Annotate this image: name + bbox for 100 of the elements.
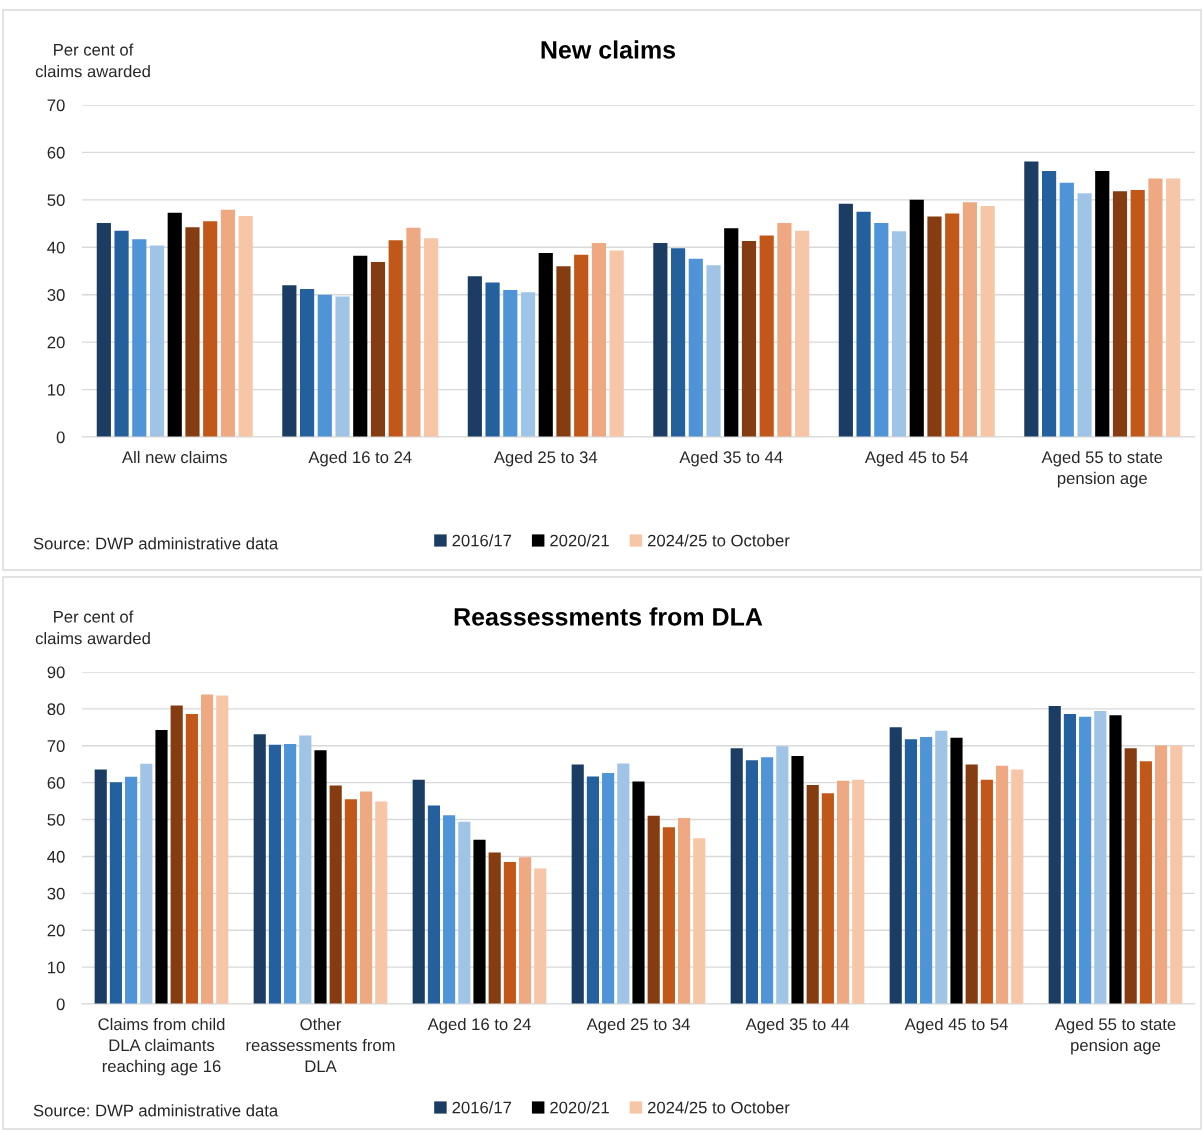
bar: [467, 276, 482, 437]
bar: [167, 212, 182, 437]
bar: [653, 243, 668, 437]
bar: [602, 773, 615, 1004]
x-tick-label: Aged 55 to state pension age: [1054, 1017, 1176, 1055]
bar: [317, 294, 332, 437]
bar: [424, 238, 439, 437]
bar: [706, 265, 721, 437]
y-tick-label: 70: [47, 99, 65, 112]
x-tick-label: Aged 16 to 24: [308, 450, 412, 467]
bar: [741, 241, 757, 437]
bar: [920, 736, 933, 1004]
y-tick-label: 10: [48, 961, 65, 974]
bar: [185, 714, 198, 1004]
bar: [647, 815, 660, 1004]
bar: [155, 729, 168, 1004]
legend-label: 2020/21: [550, 534, 609, 547]
bar: [1166, 178, 1181, 437]
bar: [1130, 189, 1145, 437]
bar: [688, 258, 703, 437]
bar: [253, 734, 266, 1004]
bar: [1112, 191, 1128, 437]
bar: [503, 861, 516, 1004]
y-tick-label: 50: [47, 194, 65, 207]
y-tick-label: 0: [56, 431, 65, 444]
bar: [299, 289, 315, 437]
bar: [996, 765, 1009, 1004]
bar: [375, 801, 388, 1004]
bar: [140, 763, 153, 1004]
bar: [220, 209, 236, 437]
bar: [806, 784, 819, 1004]
bar: [874, 223, 889, 437]
bar: [406, 227, 421, 437]
bar: [693, 838, 706, 1004]
bar: [1011, 769, 1024, 1004]
bar: [776, 746, 789, 1004]
bar: [945, 213, 960, 437]
bar: [759, 235, 774, 437]
bar: [980, 779, 993, 1004]
bar: [360, 791, 373, 1004]
bar: [344, 799, 357, 1004]
bar: [238, 215, 253, 437]
bar: [791, 756, 804, 1004]
y-tick-label: 10: [48, 383, 65, 396]
legend-label: 2024/25 to October: [647, 534, 790, 547]
bar: [170, 705, 183, 1004]
x-tick-label: Aged 45 to 54: [904, 1017, 1008, 1034]
bar: [852, 779, 865, 1004]
x-tick-label: Aged 25 to 34: [493, 450, 598, 467]
bar: [935, 730, 948, 1004]
bar: [388, 240, 403, 437]
bar: [314, 750, 327, 1004]
bar: [185, 227, 200, 437]
bar: [909, 199, 924, 437]
bar: [534, 868, 547, 1004]
source-note: Source: DWP administrative data: [33, 537, 279, 550]
bar: [1094, 711, 1107, 1004]
bar: [609, 250, 624, 437]
x-tick-label: Aged 35 to 44: [745, 1017, 849, 1034]
y-tick-label: 30: [47, 289, 65, 301]
bar: [761, 757, 774, 1004]
bar: [216, 695, 229, 1004]
bar: [503, 289, 518, 437]
bar: [284, 743, 297, 1004]
bar: [1077, 193, 1092, 437]
bar: [96, 223, 111, 437]
y-tick-label: 60: [47, 777, 65, 789]
bar: [1095, 170, 1110, 437]
bar: [927, 216, 942, 437]
legend-label: 2020/21: [550, 1101, 609, 1114]
bar: [335, 296, 350, 437]
y-tick-label: 60: [47, 146, 65, 159]
y-tick-label: 90: [47, 666, 65, 679]
bar: [329, 785, 342, 1004]
bar: [617, 763, 630, 1004]
chart-title: New claims: [541, 40, 676, 59]
bar: [114, 230, 129, 437]
y-tick-label: 40: [47, 241, 65, 254]
bar: [538, 252, 553, 437]
bar: [1148, 178, 1163, 437]
bar: [353, 255, 368, 437]
y-tick-label: 50: [47, 813, 65, 826]
bar: [1048, 705, 1061, 1004]
bar: [838, 203, 853, 437]
bar: [821, 793, 834, 1004]
x-tick-label: Claims from child DLA claimants reaching age 16: [98, 1017, 225, 1076]
bar: [980, 206, 995, 437]
y-axis-title: Per cent of claims awarded: [35, 610, 150, 645]
source-note: Source: DWP administrative data: [33, 1104, 279, 1117]
legend-label: 2016/17: [452, 1101, 512, 1114]
legend-label: 2016/17: [452, 534, 512, 547]
y-tick-label: 70: [47, 740, 65, 752]
bar: [571, 764, 584, 1004]
bar: [724, 228, 739, 437]
bar: [109, 782, 122, 1004]
y-tick-label: 30: [47, 887, 65, 900]
bar: [670, 248, 686, 437]
bar: [1139, 761, 1152, 1004]
bar: [1124, 748, 1137, 1004]
bar: [856, 211, 871, 437]
